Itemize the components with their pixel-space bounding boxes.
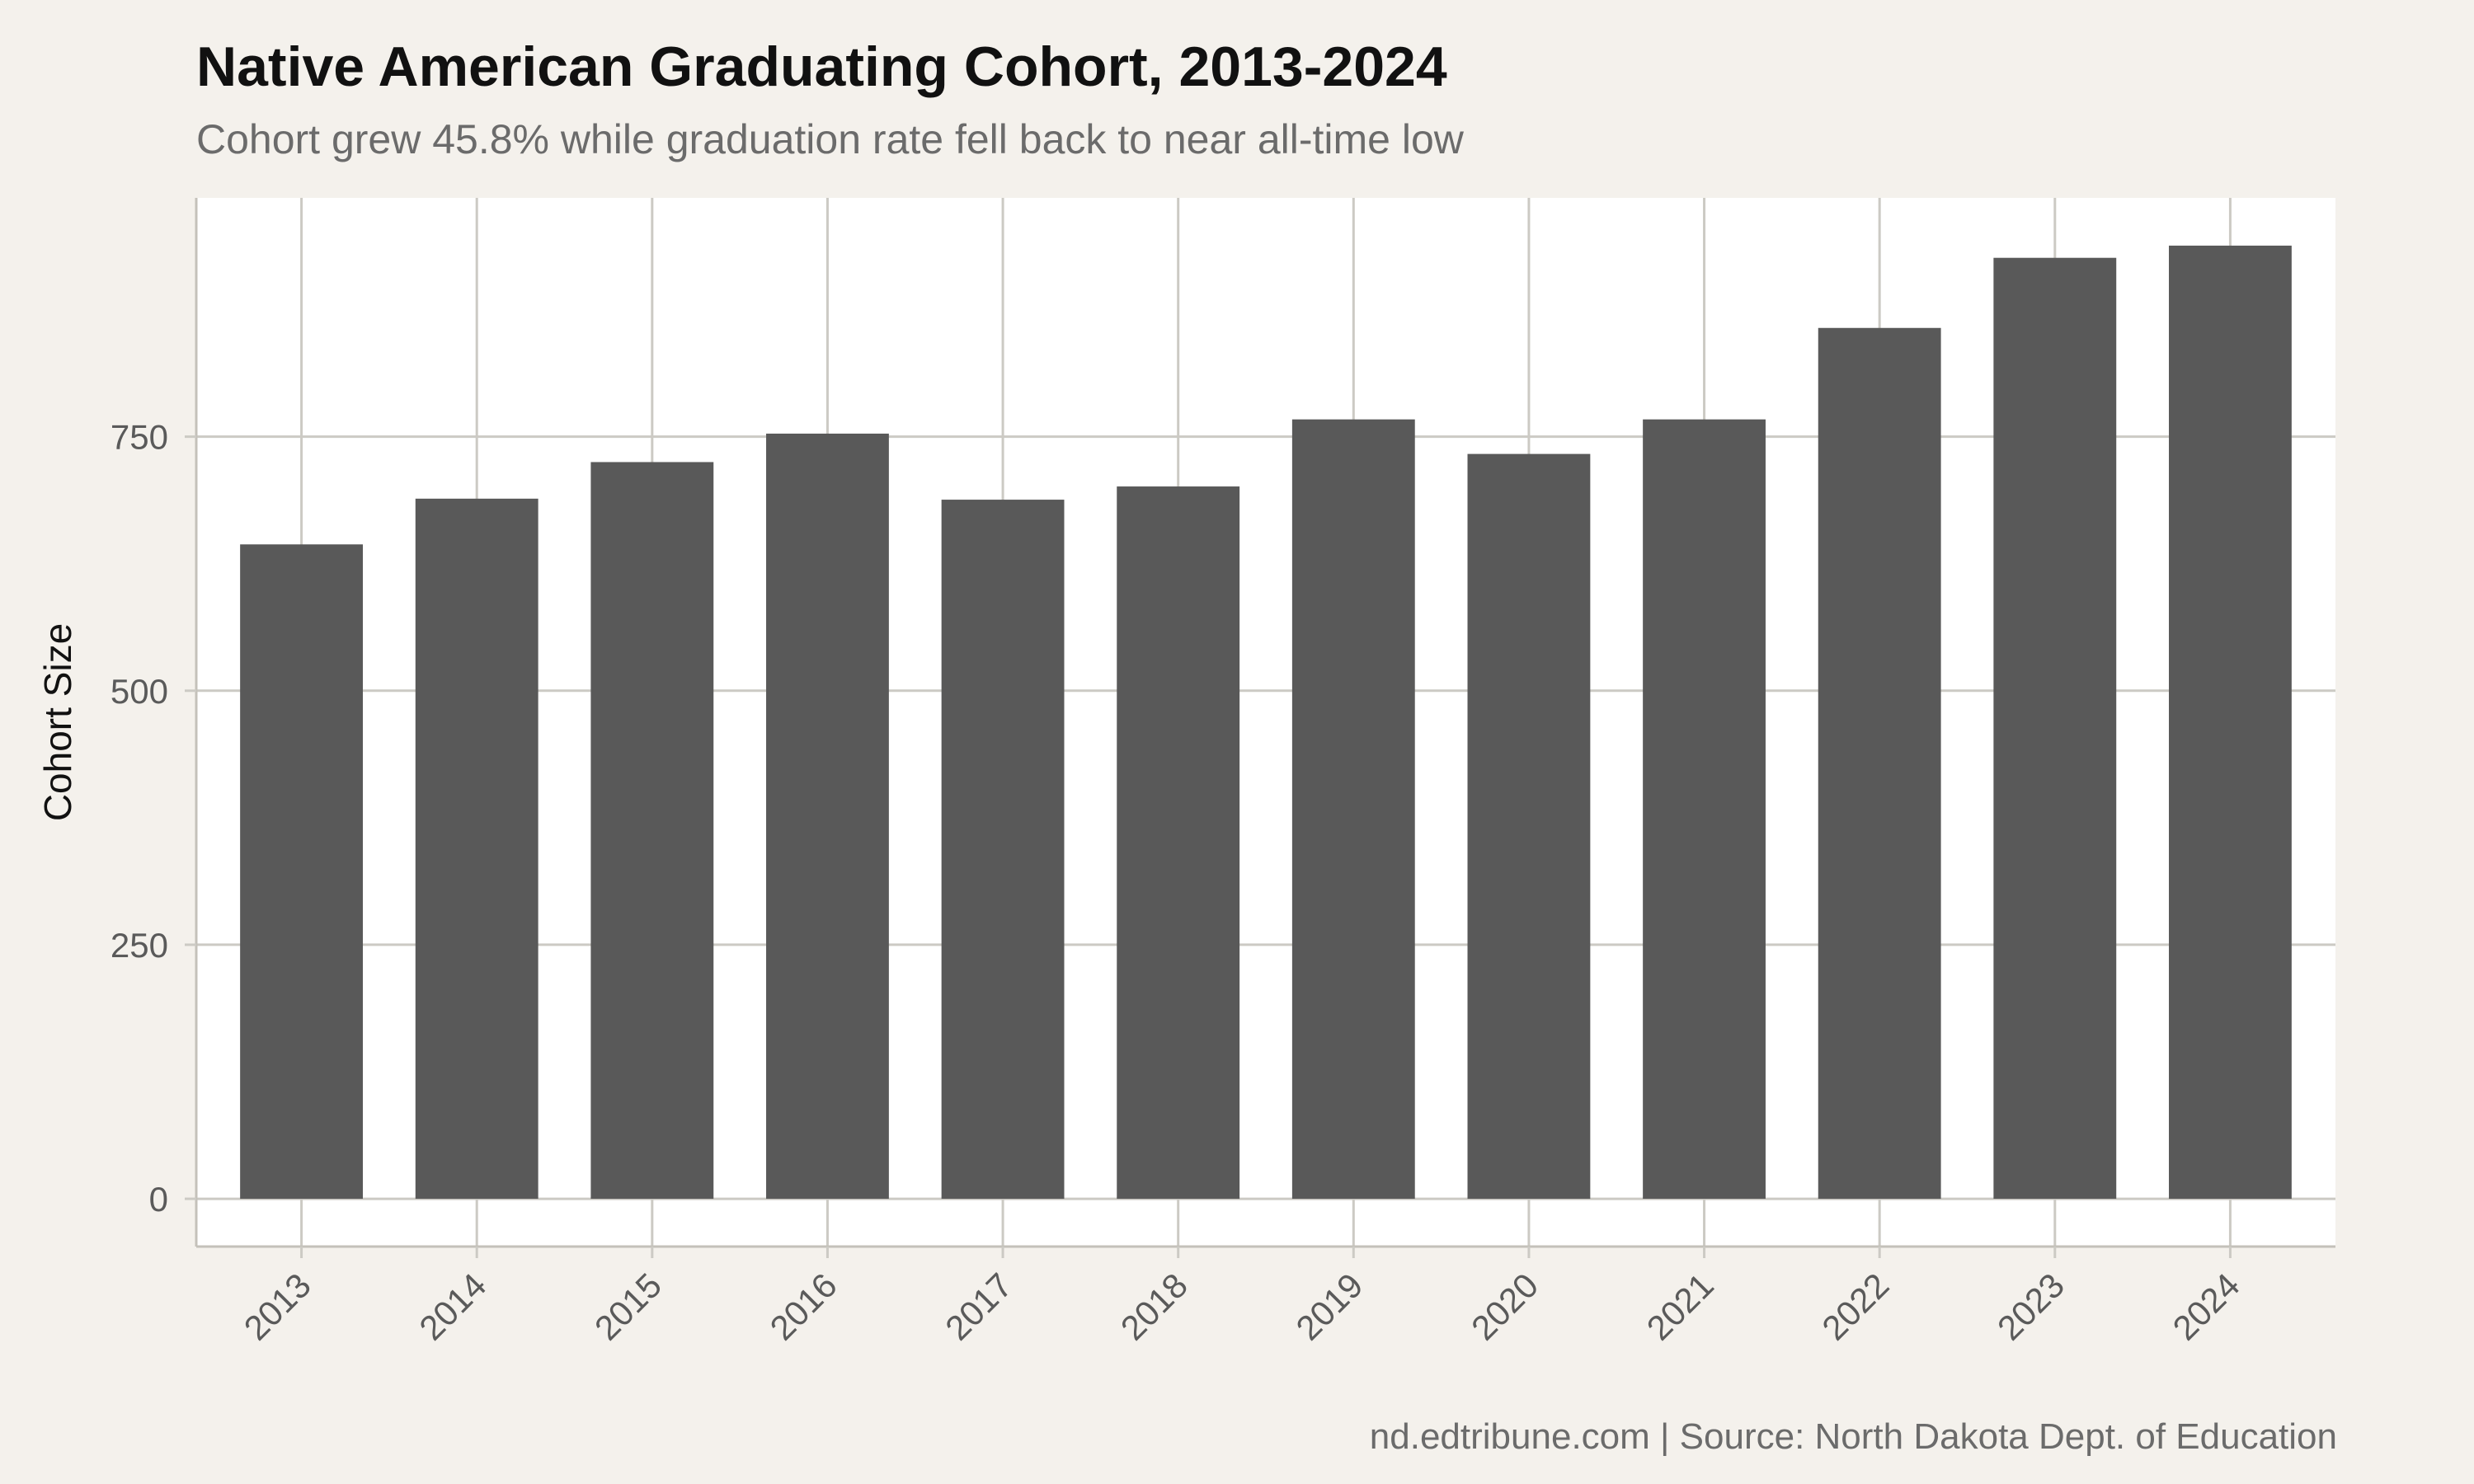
chart-caption: nd.edtribune.com | Source: North Dakota … [1369,1416,2337,1457]
x-tick-label: 2015 [587,1266,669,1347]
bars [240,245,2292,1200]
bar-2023 [1993,257,2117,1200]
x-tick-label: 2017 [938,1266,1019,1347]
bar-2017 [941,500,1065,1200]
chart-title: Native American Graduating Cohort, 2013-… [196,35,1447,98]
bar-2021 [1643,419,1766,1200]
bar-2019 [1291,419,1415,1200]
bar-2014 [415,498,539,1200]
bar-2024 [2169,245,2292,1200]
chart-subtitle: Cohort grew 45.8% while graduation rate … [196,116,1464,162]
x-tick-label: 2023 [1990,1266,2072,1347]
y-tick-label: 250 [111,926,168,965]
y-tick-label: 750 [111,418,168,457]
x-tick-label: 2019 [1288,1266,1370,1347]
x-tick-label: 2013 [237,1266,318,1347]
bar-2020 [1467,453,1591,1200]
x-tick-label: 2014 [412,1266,493,1347]
bar-2013 [240,544,363,1200]
x-tick-label: 2020 [1464,1266,1545,1347]
y-tick-label: 500 [111,672,168,711]
x-tick-label: 2021 [1639,1266,1721,1347]
bar-2022 [1818,327,1941,1200]
bar-2016 [766,433,889,1200]
y-tick-label: 0 [149,1180,168,1219]
x-tick-label: 2024 [2165,1266,2246,1347]
y-axis-title: Cohort Size [36,623,79,821]
x-tick-label: 2022 [1814,1266,1896,1347]
x-tick-label: 2018 [1113,1266,1195,1347]
bar-2018 [1117,486,1240,1200]
bar-2015 [590,462,714,1200]
x-tick-label: 2016 [763,1266,844,1347]
plot-panel [196,198,2335,1247]
